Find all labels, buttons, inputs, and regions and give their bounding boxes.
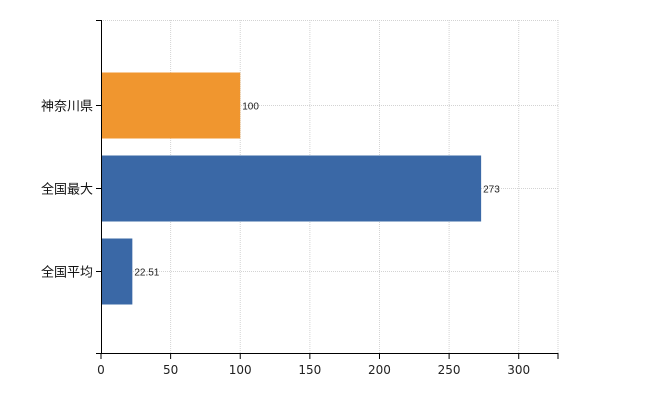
value-label: 100 — [242, 102, 259, 113]
value-labels: 100 273 22.51 — [134, 102, 500, 279]
axes — [96, 20, 558, 354]
category-label: 全国最大 — [41, 182, 93, 198]
x-tick-label: 50 — [163, 363, 178, 377]
x-tick-label: 100 — [229, 363, 252, 377]
bars — [101, 72, 482, 305]
x-tick-label: 300 — [507, 363, 530, 377]
x-tick-label: 150 — [298, 363, 321, 377]
bar — [101, 155, 482, 222]
value-label: 273 — [483, 185, 500, 196]
x-tick-label: 200 — [368, 363, 391, 377]
x-tick-label: 250 — [438, 363, 461, 377]
bar — [101, 238, 133, 305]
value-label: 22.51 — [134, 268, 159, 279]
category-label: 全国平均 — [41, 265, 93, 281]
x-ticks: 0 50 100 150 200 250 300 — [97, 353, 559, 377]
category-label: 神奈川県 — [41, 100, 93, 115]
x-tick-label: 0 — [97, 363, 105, 377]
bar — [101, 72, 241, 139]
